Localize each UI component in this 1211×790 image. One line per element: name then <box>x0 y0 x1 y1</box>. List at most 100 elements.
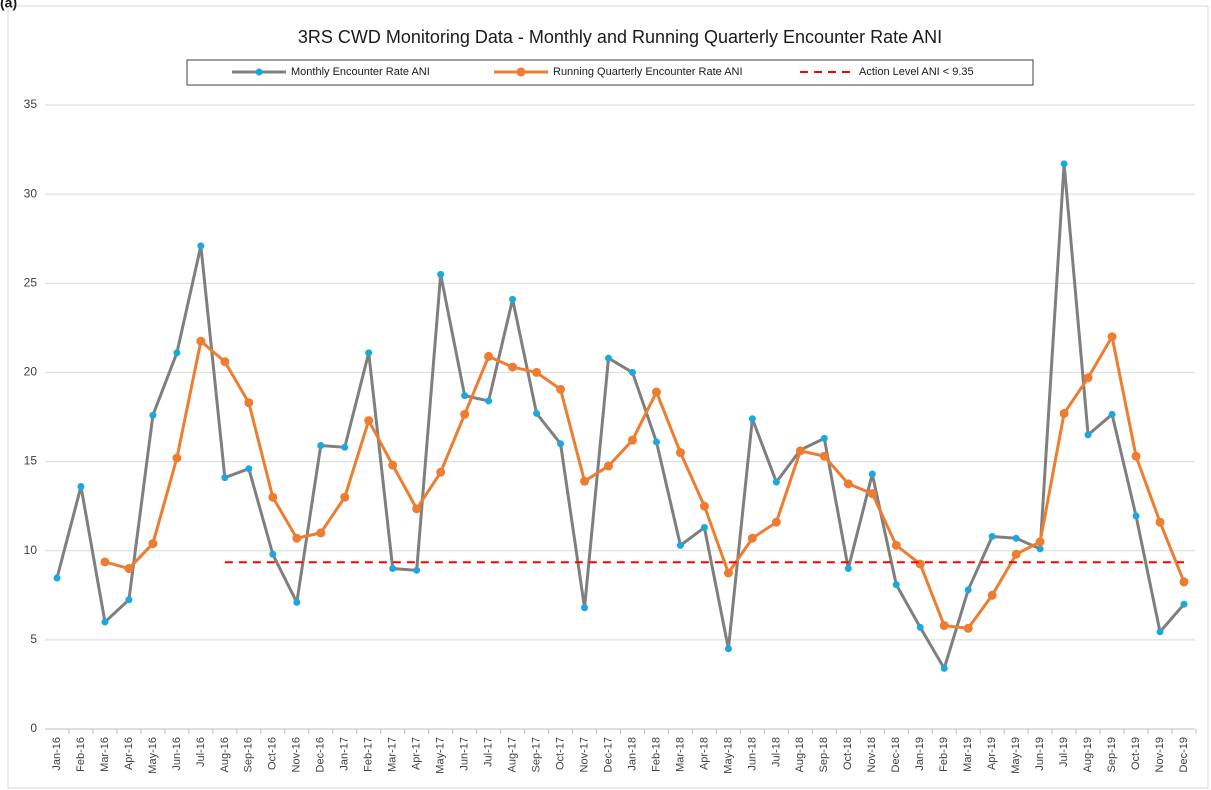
y-tick-label: 5 <box>30 632 37 646</box>
point <box>317 442 325 450</box>
point <box>1084 431 1092 439</box>
x-tick-label: Nov-16 <box>291 737 303 772</box>
point <box>1107 332 1117 342</box>
point <box>988 532 996 540</box>
panel-label: (a) <box>0 0 17 11</box>
x-tick-label: Jan-16 <box>51 737 63 771</box>
point <box>1155 517 1165 527</box>
point <box>220 357 230 367</box>
point <box>292 533 302 543</box>
point <box>868 470 876 478</box>
series-line <box>104 335 1186 630</box>
x-tick-label: Nov-18 <box>866 737 878 772</box>
legend-marker <box>516 67 526 77</box>
point <box>437 270 445 278</box>
point <box>939 621 949 631</box>
point <box>340 492 350 502</box>
point <box>916 623 924 631</box>
point <box>508 362 518 372</box>
point <box>628 368 636 376</box>
point <box>700 524 708 532</box>
point <box>1059 408 1069 418</box>
x-tick-label: Nov-19 <box>1154 737 1166 772</box>
point <box>652 438 660 446</box>
point <box>197 242 205 250</box>
point <box>963 623 973 633</box>
point <box>365 349 373 357</box>
x-tick-label: May-16 <box>147 737 159 774</box>
x-tick-label: Jun-17 <box>459 737 471 771</box>
point <box>293 598 301 606</box>
x-tick-label: Oct-18 <box>842 737 854 770</box>
point <box>964 586 972 594</box>
legend-label: Monthly Encounter Rate ANI <box>291 66 430 78</box>
point <box>1083 373 1093 383</box>
point <box>389 565 397 573</box>
point <box>772 478 780 486</box>
point <box>699 501 709 511</box>
x-tick-label: Oct-19 <box>1130 737 1142 770</box>
point <box>1156 628 1164 636</box>
x-tick-label: Feb-16 <box>75 737 87 772</box>
x-tick-label: Apr-18 <box>698 737 710 770</box>
point <box>268 492 278 502</box>
y-tick-label: 0 <box>30 721 37 735</box>
point <box>627 435 637 445</box>
x-tick-label: Apr-19 <box>986 737 998 770</box>
point <box>1036 545 1044 553</box>
x-tick-label: Dec-17 <box>602 737 614 772</box>
x-tick-label: Feb-17 <box>363 737 375 772</box>
x-tick-label: Mar-19 <box>962 737 974 772</box>
x-tick-label: Jul-18 <box>770 737 782 767</box>
point <box>604 461 614 471</box>
point <box>1035 537 1045 547</box>
x-tick-label: Jul-17 <box>483 737 495 767</box>
point <box>771 517 781 527</box>
point <box>1132 512 1140 520</box>
point <box>844 565 852 573</box>
point <box>221 474 229 482</box>
point <box>436 467 446 477</box>
x-tick-label: Sep-17 <box>530 737 542 772</box>
legend-label: Running Quarterly Encounter Rate ANI <box>553 66 743 78</box>
x-tick-label: Aug-16 <box>219 737 231 772</box>
x-tick-label: May-18 <box>722 737 734 774</box>
y-tick-label: 20 <box>24 365 38 379</box>
y-tick-label: 35 <box>24 97 38 111</box>
point <box>245 465 253 473</box>
x-tick-label: Mar-17 <box>387 737 399 772</box>
point <box>412 504 422 514</box>
point <box>53 574 61 582</box>
point <box>1179 577 1189 587</box>
x-tick-label: Feb-19 <box>938 737 950 772</box>
point <box>892 581 900 589</box>
point <box>533 409 541 417</box>
x-tick-label: Apr-17 <box>411 737 423 770</box>
point <box>676 541 684 549</box>
point <box>795 446 805 456</box>
point <box>269 550 277 558</box>
point <box>605 354 613 362</box>
point <box>509 295 517 303</box>
point <box>557 440 565 448</box>
point <box>843 479 853 489</box>
x-tick-label: Dec-18 <box>890 737 902 772</box>
point <box>915 559 925 569</box>
point <box>125 596 133 604</box>
series-line <box>55 162 1186 670</box>
x-tick-label: Dec-16 <box>315 737 327 772</box>
point <box>485 397 493 405</box>
point <box>581 604 589 612</box>
point <box>1012 534 1020 542</box>
x-tick-label: Sep-19 <box>1106 737 1118 772</box>
point <box>388 460 398 470</box>
x-tick-label: Feb-18 <box>650 737 662 772</box>
x-tick-label: May-19 <box>1010 737 1022 774</box>
point <box>867 489 877 499</box>
point <box>461 392 469 400</box>
x-tick-label: Aug-19 <box>1082 737 1094 772</box>
point <box>172 453 182 463</box>
x-tick-label: Jan-19 <box>914 737 926 771</box>
x-tick-label: Mar-16 <box>99 737 111 772</box>
point <box>723 568 733 578</box>
